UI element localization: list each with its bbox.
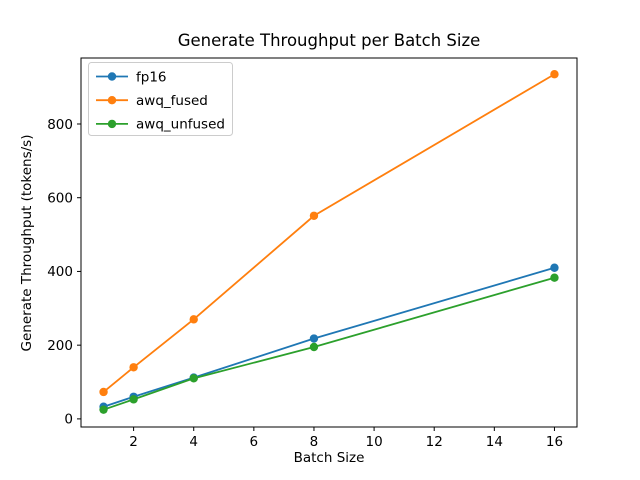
data-point-awq_fused [189,315,198,324]
data-point-awq_unfused [129,395,138,404]
data-point-fp16 [550,263,559,272]
legend-label-fp16: fp16 [136,69,167,85]
data-point-awq_unfused [99,405,108,414]
y-tick-label: 800 [47,117,73,133]
x-tick-label: 16 [546,434,563,450]
data-point-awq_unfused [309,342,319,352]
data-point-awq_unfused [189,374,198,383]
series-line-awq_unfused [102,276,556,411]
x-tick-label: 10 [365,434,382,450]
x-axis-label: Batch Size [294,450,365,466]
legend-label-awq_unfused: awq_unfused [136,117,225,133]
x-tick-label: 8 [310,434,319,450]
data-point-awq_fused [550,70,559,79]
x-tick-label: 6 [250,434,259,450]
y-tick-label: 200 [47,338,73,354]
x-tick-label: 4 [189,434,198,450]
chart-title: Generate Throughput per Batch Size [178,31,481,50]
data-point-awq_unfused [550,273,559,282]
legend: fp16 awq_fused awq_unfused [88,62,233,136]
legend-box [88,62,233,136]
x-tick-label: 2 [129,434,138,450]
plot-border [80,57,578,428]
x-tick-label: 12 [426,434,443,450]
y-tick-label: 600 [47,191,73,207]
legend-marker-awq_fused [107,96,117,105]
y-tick-label: 400 [47,264,73,280]
data-point-awq_fused [99,387,108,397]
legend-marker-fp16 [107,72,117,81]
y-tick-label: 0 [64,412,73,428]
legend-label-awq_fused: awq_fused [136,93,208,109]
data-point-awq_fused [309,211,319,220]
y-axis-label: Generate Throughput (tokens/s) [19,135,35,352]
data-point-fp16 [309,334,319,343]
x-tick-label: 14 [486,434,503,450]
data-point-awq_fused [129,363,138,372]
legend-marker-awq_unfused [107,119,117,129]
plot-area: 2 4 6 8 10 12 14 16 0 200 400 600 800 [47,57,578,450]
